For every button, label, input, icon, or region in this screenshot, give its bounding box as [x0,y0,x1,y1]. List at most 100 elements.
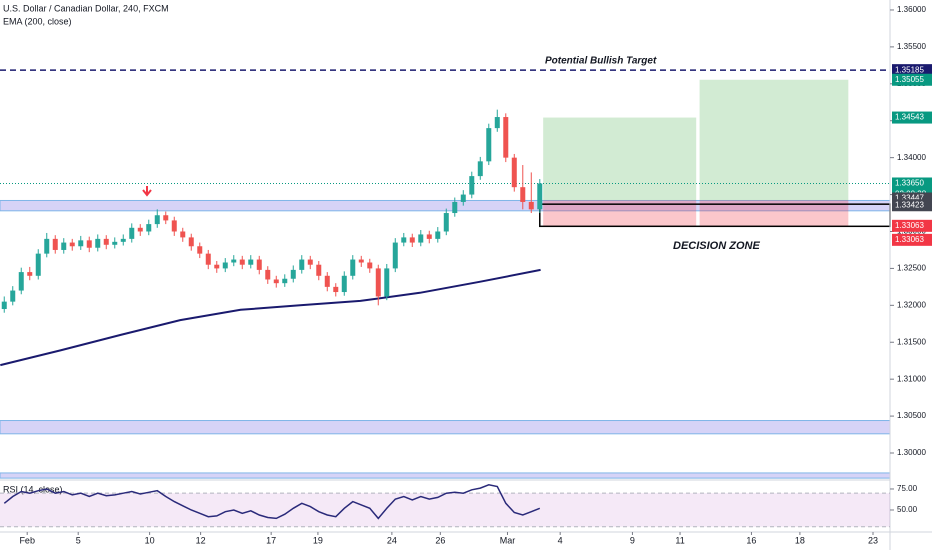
candle-body [137,227,143,232]
candle-body [35,253,41,276]
candle-body [27,272,33,276]
candle-body [52,238,58,250]
candle-body [341,275,347,293]
candle-body [418,234,424,243]
candle-body [214,264,220,269]
x-tick-label: 9 [630,535,635,545]
ema-line [0,268,541,367]
y-tick-label: 1.32500 [897,264,926,273]
candle-body [256,259,262,270]
y-tick-label: 1.36000 [897,5,926,14]
price-label-box [892,219,932,232]
price-label: 1.33063 [895,221,924,230]
candle-body [231,259,237,263]
candle-body [146,224,152,232]
rsi-tick-label: 75.00 [897,484,918,493]
candle-body [324,275,330,287]
price-label-box [892,199,932,212]
candle-body [120,238,126,242]
candle-body [307,259,313,265]
x-tick-label: 26 [435,535,445,545]
support-band [0,472,891,479]
price-label: 1.33447 [895,194,924,203]
target-zone [543,117,697,201]
candle-body [265,269,271,280]
candle-body [112,241,118,245]
candle-body [392,242,398,269]
price-label-box [892,111,932,124]
price-label: 1.35185 [895,65,924,74]
candle-body [350,259,356,276]
candle-body [503,117,509,158]
price-label-box [892,73,932,86]
candle-body [1,301,7,310]
x-tick-label: 23 [868,535,878,545]
rsi-label: RSI (14, close) [3,484,63,494]
target-label: Potential Bullish Target [545,56,657,67]
candle-body [426,234,432,239]
x-tick-label: 17 [266,535,276,545]
price-label: 1.33423 [895,200,924,209]
candle-body [103,238,109,245]
candle-body [205,253,211,265]
candle-body [367,262,373,269]
x-tick-label: 10 [145,535,155,545]
y-tick-label: 1.31500 [897,337,926,346]
candle-body [180,231,186,238]
x-tick-label: 16 [746,535,756,545]
candle-body [401,237,407,243]
candle-body [78,240,84,247]
y-tick-label: 1.30000 [897,448,926,457]
candle-body [61,242,67,250]
price-label: 1.33063 [895,235,924,244]
candle-body [477,161,483,177]
rsi-band [0,493,890,527]
support-band [0,420,891,435]
candle-body [248,259,254,265]
x-tick-label: 11 [675,535,684,545]
x-tick-label: 12 [196,535,206,545]
candle-body [299,259,305,270]
candle-body [188,237,194,247]
candle-body [282,278,288,284]
candle-body [222,262,228,269]
target-zone [699,79,849,201]
price-label-box [892,233,932,246]
candle-body [95,238,101,248]
candle-body [273,279,279,284]
y-tick-label: 1.30500 [897,411,926,420]
x-tick-label: Feb [19,535,35,545]
candle-body [10,290,16,302]
y-tick-label: 1.34000 [897,153,926,162]
rsi-tick-label: 50.00 [897,505,918,514]
candle-body [290,269,296,279]
candle-body [528,201,534,210]
candle-body [460,194,466,202]
candle-body [163,215,169,221]
candle-body [197,246,203,254]
y-tick-label: 1.32000 [897,300,926,309]
symbol-title: U.S. Dollar / Canadian Dollar, 240, FXCM [3,3,169,13]
x-tick-label: 19 [313,535,323,545]
price-label: 1.33650 [895,179,924,188]
candle-body [435,231,441,239]
candle-body [443,213,449,232]
x-tick-label: 4 [558,535,563,545]
arrow-annotation [142,186,152,197]
indicator-label: EMA (200, close) [3,16,72,26]
candle-body [358,259,364,263]
candle-body [333,286,339,293]
y-tick-label: 1.35500 [897,42,926,51]
candle-body [69,242,75,247]
candle-body [384,268,390,297]
price-label-box [892,64,932,77]
main-pane [0,69,891,479]
candle-body [239,259,245,265]
candle-body [171,220,177,232]
candle-body [86,240,92,248]
candle-body [511,157,517,188]
candle-body [452,201,458,214]
candle-body [44,238,50,254]
